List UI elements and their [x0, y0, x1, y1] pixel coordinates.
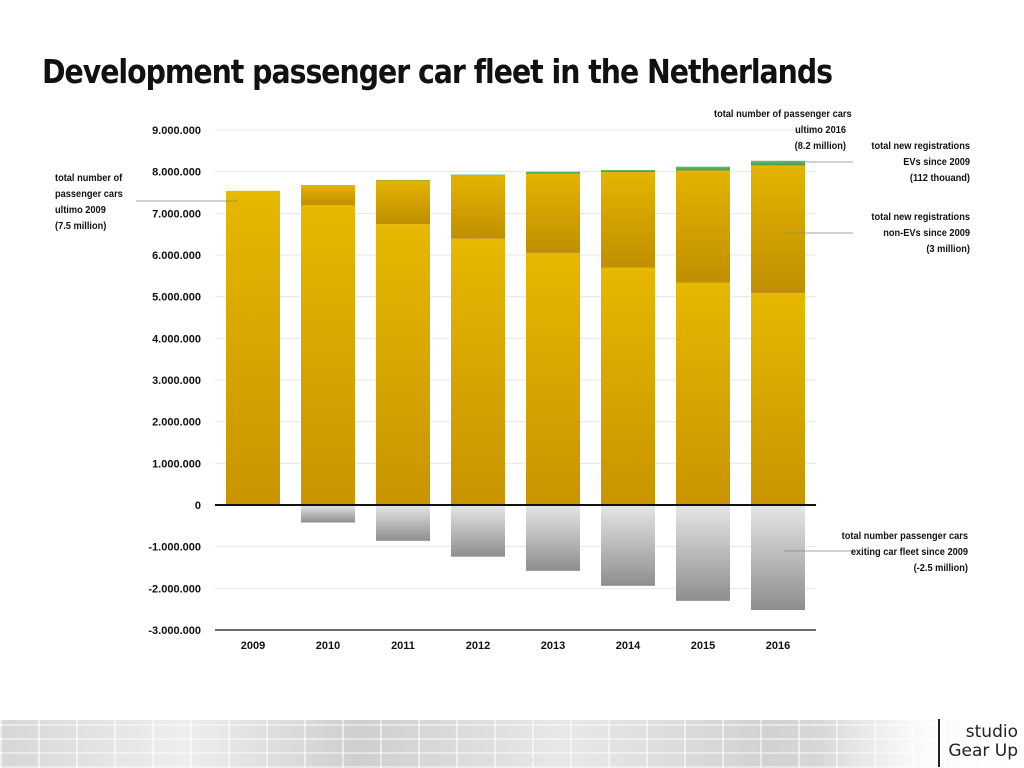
bar-fleet-2009-2015 [676, 282, 730, 505]
bar-new-non-ev-2013 [526, 173, 580, 253]
annotation-total-2016: total number of passenger cars ultimo 20… [714, 106, 852, 154]
x-tick-label: 2014 [616, 640, 641, 652]
y-tick-label: 3.000.000 [152, 375, 201, 387]
annotation-line: non-EVs since 2009 [883, 227, 970, 239]
bar-new-ev-2016 [751, 160, 805, 166]
brand-line: studio [965, 722, 1018, 742]
annotation-exiting: total number passenger cars exiting car … [836, 528, 968, 576]
x-axis-ticks: 2009 2010 2011 2012 2013 2014 2015 2016 [241, 640, 790, 652]
bar-new-ev-2015 [676, 166, 730, 171]
annotation-new-evs: total new registrations EVs since 2009 (… [838, 138, 970, 186]
y-tick-label: 8.000.000 [152, 167, 201, 179]
bar-fleet-2009-2014 [601, 267, 655, 505]
bar-exiting-2012 [451, 505, 505, 557]
y-tick-label: -3.000.000 [148, 625, 201, 637]
annotation-line: (7.5 million) [55, 220, 107, 232]
bar-fleet-2009-2010 [301, 205, 355, 505]
annotation-line: (3 million) [926, 243, 970, 255]
annotation-line: total number of [55, 172, 123, 184]
annotation-line: total number of passenger cars [714, 108, 852, 120]
brand-line: Gear Up [948, 741, 1018, 761]
annotation-line: (8.2 million) [794, 140, 846, 152]
x-tick-label: 2009 [241, 640, 265, 652]
x-tick-label: 2016 [766, 640, 790, 652]
y-tick-label: 2.000.000 [152, 417, 201, 429]
bar-new-non-ev-2015 [676, 170, 730, 283]
bar-new-ev-2011 [376, 179, 430, 181]
bar-new-non-ev-2010 [301, 185, 355, 205]
annotation-line: total new registrations [871, 140, 970, 152]
leader-lines [136, 161, 853, 552]
bar-exiting-2016 [751, 505, 805, 610]
bar-fleet-2009-2011 [376, 224, 430, 505]
footer-fade [0, 720, 1024, 768]
annotation-line: total new registrations [871, 211, 970, 223]
y-tick-label: 4.000.000 [152, 333, 201, 345]
bar-fleet-2009-2013 [526, 252, 580, 505]
annotation-line: (112 thouand) [909, 172, 970, 184]
y-tick-label: 6.000.000 [152, 250, 201, 262]
bar-new-ev-2012 [451, 174, 505, 176]
bar-new-non-ev-2014 [601, 172, 655, 268]
bar-new-ev-2014 [601, 170, 655, 173]
x-tick-label: 2013 [541, 640, 565, 652]
bar-exiting-2010 [301, 505, 355, 523]
annotation-line: ultimo 2009 [55, 204, 106, 216]
annotation-line: (-2.5 million) [913, 562, 968, 574]
bar-exiting-2011 [376, 505, 430, 541]
annotation-line: EVs since 2009 [903, 156, 970, 168]
annotation-line: ultimo 2016 [795, 124, 846, 136]
bar-fleet-2009-2009 [226, 190, 280, 506]
bar-exiting-2014 [601, 505, 655, 586]
bar-fleet-2009-2012 [451, 238, 505, 505]
page-title: Development passenger car fleet in the N… [42, 52, 833, 91]
y-tick-label: 1.000.000 [152, 458, 201, 470]
y-tick-label: 9.000.000 [152, 125, 201, 137]
bar-fleet-2009-2016 [751, 292, 805, 505]
bar-new-non-ev-2011 [376, 180, 430, 225]
y-tick-label: 7.000.000 [152, 208, 201, 220]
x-tick-label: 2015 [691, 640, 715, 652]
bar-new-non-ev-2016 [751, 165, 805, 293]
y-axis-ticks: 9.000.000 8.000.000 7.000.000 6.000.000 5.00… [148, 125, 201, 637]
bar-new-ev-2013 [526, 171, 580, 174]
annotation-new-non-evs: total new registrations non-EVs since 20… [838, 209, 970, 257]
bar-exiting-2015 [676, 505, 730, 601]
brand-logo: studio Gear Up [948, 723, 1018, 761]
annotation-line: total number passenger cars [841, 530, 968, 542]
y-tick-label: 5.000.000 [152, 292, 201, 304]
x-tick-label: 2012 [466, 640, 490, 652]
x-tick-label: 2010 [316, 640, 340, 652]
annotation-line: passenger cars [55, 188, 123, 200]
y-tick-label: 0 [195, 500, 201, 512]
y-tick-label: -1.000.000 [148, 542, 201, 554]
brand-divider [938, 719, 940, 767]
bar-new-non-ev-2012 [451, 175, 505, 239]
annotation-total-2009: total number of passenger cars ultimo 20… [55, 170, 123, 234]
y-tick-label: -2.000.000 [148, 583, 201, 595]
x-tick-label: 2011 [391, 640, 415, 652]
bar-exiting-2013 [526, 505, 580, 571]
annotation-line: exiting car fleet since 2009 [850, 546, 968, 558]
bars [215, 160, 816, 631]
